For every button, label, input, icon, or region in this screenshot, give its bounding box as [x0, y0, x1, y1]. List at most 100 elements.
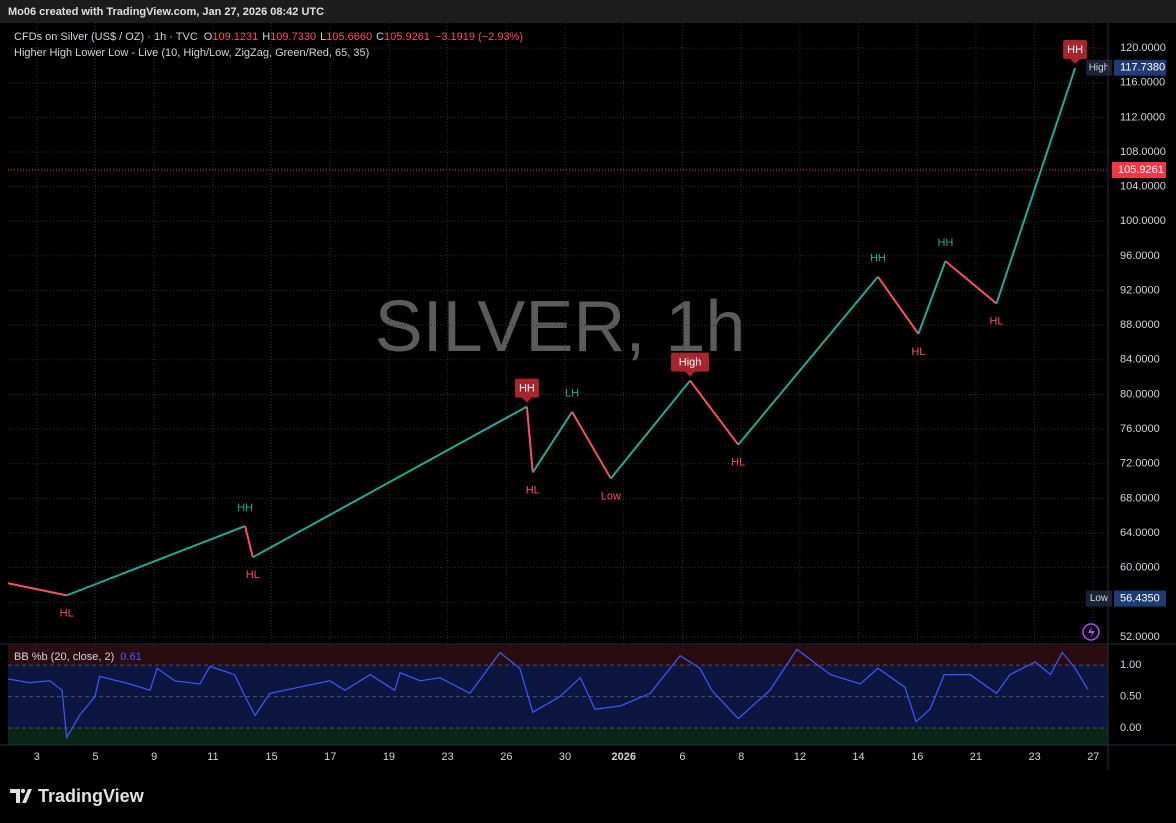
bb-line: [7, 648, 1089, 740]
x-tick-label: 23: [442, 751, 454, 763]
zigzag-segment: [917, 260, 947, 335]
x-tick-label: 19: [383, 751, 395, 763]
close-label: C: [376, 31, 384, 43]
symbol-legend: CFDs on Silver (US$ / OZ) · 1h · TVC O109…: [14, 31, 523, 43]
y-tick-label: 120.0000: [1120, 42, 1166, 54]
alert-icon[interactable]: [1082, 623, 1100, 641]
close: 105.9261: [384, 31, 430, 43]
upper-zone: [8, 645, 1108, 666]
y-tick-label: 96.0000: [1120, 250, 1160, 262]
zigzag-segment: [7, 582, 67, 597]
logo: TradingView: [10, 786, 145, 806]
logo-mark: [10, 789, 32, 803]
zigzag-segment: [689, 380, 740, 446]
y-tick-label: 80.0000: [1120, 388, 1160, 400]
zigzag-segment: [944, 260, 998, 305]
open-label: O: [204, 31, 213, 43]
zigzag-segment: [66, 525, 246, 597]
indicator-legend: Higher High Lower Low - Live (10, High/L…: [14, 47, 369, 59]
x-tick-label: 11: [207, 751, 218, 763]
pivot-label: HH: [1067, 44, 1083, 56]
open: 109.1231: [212, 31, 258, 43]
zigzag-segment: [877, 276, 920, 335]
pivot-label: HL: [989, 315, 1003, 327]
x-tick-label: 16: [911, 751, 923, 763]
zigzag-segment: [737, 276, 879, 446]
marker-value-box: [1114, 59, 1166, 76]
x-tick-label: 21: [970, 751, 982, 763]
marker-name: High: [1089, 62, 1110, 73]
pivot-label: Low: [601, 490, 621, 502]
pivot-label: HH: [937, 237, 953, 249]
pivot-label: HH: [870, 253, 886, 265]
x-tick-label: 5: [92, 751, 98, 763]
bb-value: 0.61: [120, 651, 141, 663]
marker-value: 117.7380: [1120, 62, 1165, 74]
y-tick-label: 88.0000: [1120, 319, 1160, 331]
last-price-label: 105.9261: [1118, 164, 1164, 176]
plot-area: SILVER, 1h3 5 9 11 15 17 19 23 26 30 2026 6 8 12 14 16 2…: [7, 23, 1166, 763]
y-tick-label: 64.0000: [1120, 527, 1160, 539]
pivot-label: LH: [565, 388, 579, 400]
x-tick-label: 12: [794, 751, 806, 763]
marker-name: Low: [1090, 593, 1109, 604]
zigzag-segment: [995, 67, 1077, 304]
y-tick-label: 84.0000: [1120, 354, 1160, 366]
pivot-box: [1063, 40, 1088, 60]
zigzag-segment: [531, 411, 573, 473]
last-price-box: [1112, 161, 1166, 178]
x-tick-label: 26: [500, 751, 512, 763]
high: 109.7330: [270, 31, 316, 43]
x-tick-label: 3: [34, 751, 40, 763]
y-tick-label: 100.0000: [1120, 215, 1166, 227]
x-tick-label: 9: [151, 751, 157, 763]
x-tick-label: 14: [852, 751, 864, 763]
pivot-box: [671, 352, 710, 372]
brand: TradingView: [38, 786, 145, 806]
y-tick-label: 1.00: [1120, 659, 1141, 671]
marker-value: 56.4350: [1120, 592, 1160, 604]
pivot-box: [514, 378, 539, 398]
top-bar: [0, 0, 1176, 23]
pivot-box-pointer: [1070, 59, 1081, 65]
pivot-box-pointer: [685, 371, 696, 377]
symbol: CFDs on Silver (US$ / OZ) · 1h · TVC: [14, 31, 198, 43]
y-tick-label: 76.0000: [1120, 423, 1160, 435]
y-tick-label: 104.0000: [1120, 181, 1166, 193]
pivot-label: HH: [519, 383, 535, 395]
credit: Mo06 created with TradingView.com, Jan 2…: [8, 6, 324, 18]
pivot-label: HL: [60, 607, 74, 619]
zigzag-segment: [244, 525, 254, 558]
x-tick-label: 23: [1029, 751, 1041, 763]
x-tick-label: 8: [738, 751, 744, 763]
zigzag-segment: [252, 405, 528, 559]
y-tick-label: 52.0000: [1120, 631, 1160, 643]
pivot-label: HL: [731, 457, 745, 469]
y-tick-label: 68.0000: [1120, 492, 1160, 504]
change: −3.1919 (−2.93%): [435, 31, 523, 43]
zigzag-segment: [571, 411, 612, 479]
marker-name-box: [1086, 590, 1112, 607]
y-tick-label: 72.0000: [1120, 458, 1160, 470]
x-tick-label: 2026: [611, 751, 635, 763]
x-tick-label: 6: [679, 751, 685, 763]
y-tick-label: 60.0000: [1120, 562, 1160, 574]
y-tick-label: 0.00: [1120, 722, 1141, 734]
pivot-label: HH: [237, 502, 253, 514]
low: 105.6660: [326, 31, 372, 43]
marker-name-box: [1086, 59, 1112, 76]
zigzag-segment: [610, 379, 691, 480]
x-tick-label: 15: [265, 751, 277, 763]
pivot-box-pointer: [521, 397, 532, 403]
high-label: H: [262, 31, 270, 43]
y-tick-label: 112.0000: [1120, 111, 1165, 123]
x-tick-label: 17: [324, 751, 336, 763]
pivot-label: HL: [911, 346, 925, 358]
y-tick-label: 0.50: [1120, 690, 1141, 702]
low-label: L: [320, 31, 326, 43]
x-tick-label: 30: [559, 751, 571, 763]
bb-legend: BB %b (20, close, 2) 0.61: [14, 651, 142, 663]
x-tick-label: 27: [1087, 751, 1099, 763]
pivot-label: HL: [246, 569, 260, 581]
